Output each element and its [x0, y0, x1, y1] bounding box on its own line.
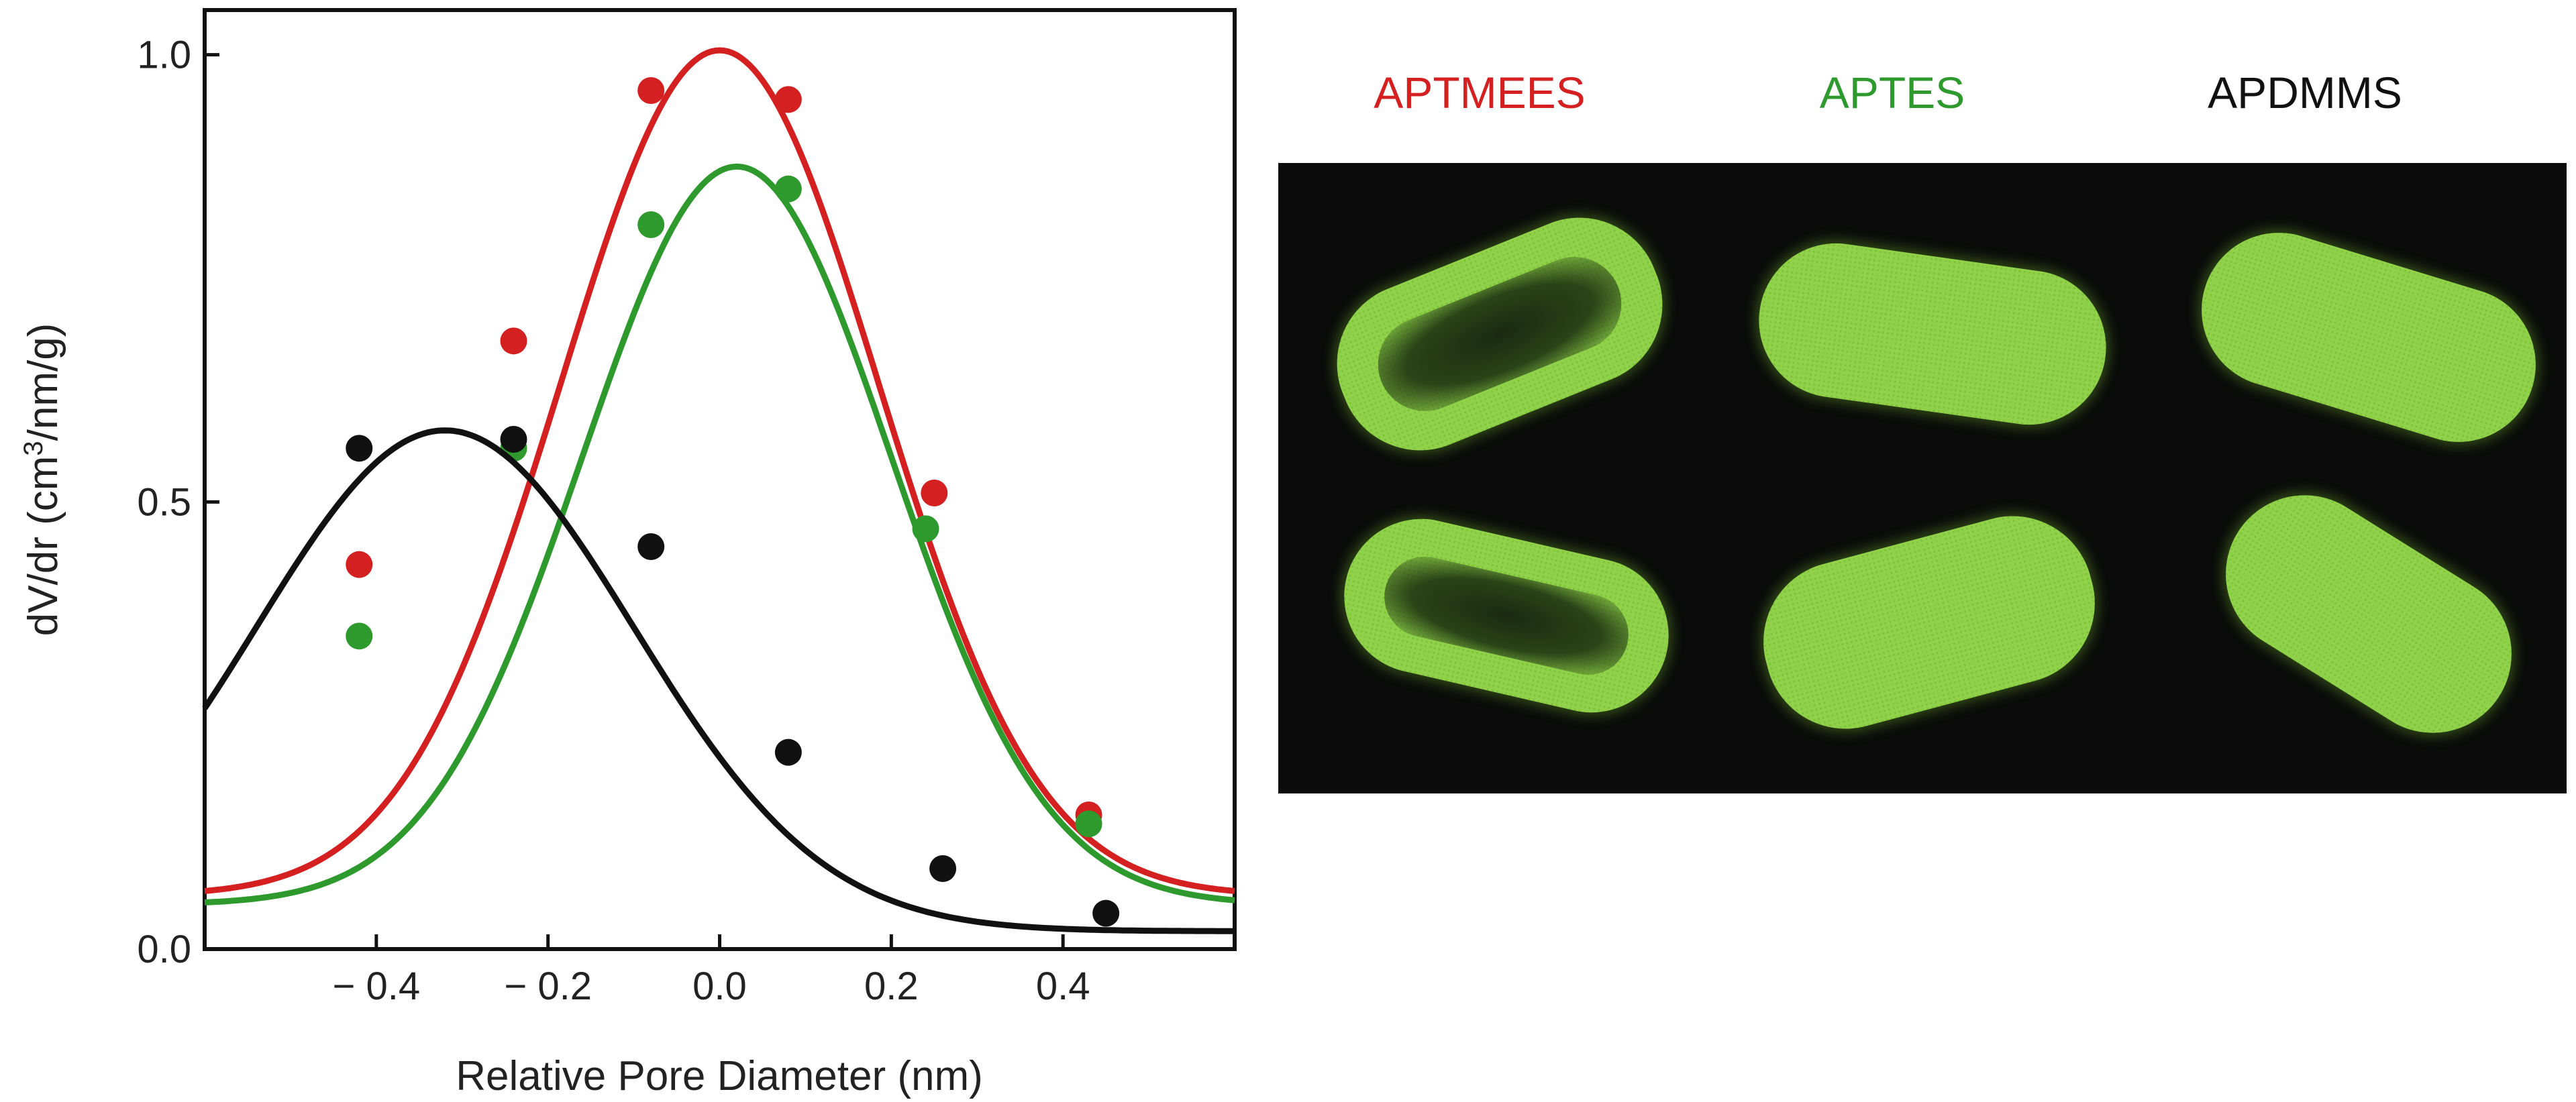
panel-label-apdmms: APDMMS — [2208, 68, 2402, 117]
rod-aptmees-top — [1312, 193, 1687, 475]
series-apdmms — [202, 426, 1235, 934]
y-tick-label: 1.0 — [137, 34, 191, 77]
rod-apdmms-top — [2182, 213, 2555, 461]
y-axis-title-superscript: 3 — [19, 441, 48, 455]
series-line-aptes — [204, 163, 1235, 905]
series-aptes — [204, 163, 1235, 905]
y-axis-title-part-2: /nm/g) — [20, 323, 66, 441]
data-point-apdmms — [500, 426, 527, 453]
x-tick-label: 0.4 — [1036, 965, 1090, 1008]
data-point-aptmees — [346, 551, 373, 578]
fluorescence-micrograph — [1278, 163, 2567, 793]
data-point-apdmms — [929, 855, 957, 882]
data-point-aptes — [1075, 810, 1102, 838]
series-layer — [202, 47, 1235, 934]
y-axis-title: dV/dr (cm3/nm/g) — [19, 323, 66, 637]
data-point-apdmms — [346, 435, 373, 462]
x-tick-label: 0.2 — [864, 965, 919, 1008]
y-tick-label: 0.5 — [137, 480, 191, 524]
data-point-aptmees — [921, 480, 948, 506]
tick-labels: − 0.4 − 0.2 0.0 0.2 0.4 0.0 0.5 1.0 — [137, 34, 1090, 1008]
data-point-apdmms — [637, 533, 665, 560]
rod-aptes-bottom — [1745, 498, 2113, 747]
data-point-aptmees — [637, 77, 665, 104]
series-line-aptmees — [204, 47, 1235, 894]
series-aptmees — [204, 47, 1235, 894]
data-point-aptes — [774, 175, 802, 203]
y-tick-label: 0.0 — [137, 928, 191, 971]
x-tick-label: − 0.4 — [333, 965, 421, 1008]
x-axis-title: Relative Pore Diameter (nm) — [456, 1053, 983, 1099]
axis-ticks — [205, 53, 1065, 951]
x-tick-label: 0.0 — [692, 965, 747, 1008]
data-point-aptes — [637, 211, 665, 238]
data-point-aptes — [912, 515, 939, 543]
rod-apdmms-bottom — [2196, 465, 2542, 763]
panel-label-aptmees: APTMEES — [1374, 68, 1586, 117]
rod-aptes-top — [1749, 233, 2116, 435]
x-tick-label: − 0.2 — [504, 965, 592, 1008]
data-point-aptmees — [774, 86, 802, 113]
series-line-apdmms — [202, 427, 1235, 934]
data-point-aptmees — [500, 327, 527, 355]
y-axis-title-part-1: dV/dr (cm — [20, 456, 66, 637]
rod-aptmees-bottom — [1329, 503, 1684, 728]
data-point-apdmms — [774, 738, 802, 766]
data-point-apdmms — [1092, 899, 1120, 927]
panel-label-aptes: APTES — [1819, 68, 1965, 117]
data-point-aptes — [346, 622, 373, 650]
